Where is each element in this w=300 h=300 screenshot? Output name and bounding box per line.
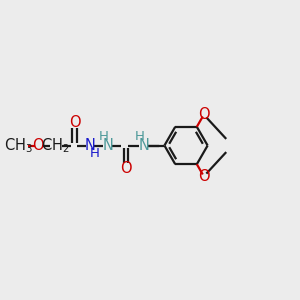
Text: H: H	[135, 130, 145, 143]
Text: N: N	[103, 138, 113, 153]
Text: O: O	[120, 161, 132, 176]
Text: O: O	[198, 169, 209, 184]
Text: CH$_3$: CH$_3$	[4, 136, 33, 155]
Text: CH$_2$: CH$_2$	[41, 136, 70, 155]
Text: N: N	[85, 138, 95, 153]
Text: H: H	[90, 147, 100, 161]
Text: O: O	[198, 107, 209, 122]
Text: N: N	[139, 138, 149, 153]
Text: O: O	[69, 115, 80, 130]
Text: O: O	[32, 138, 44, 153]
Text: H: H	[99, 130, 109, 143]
